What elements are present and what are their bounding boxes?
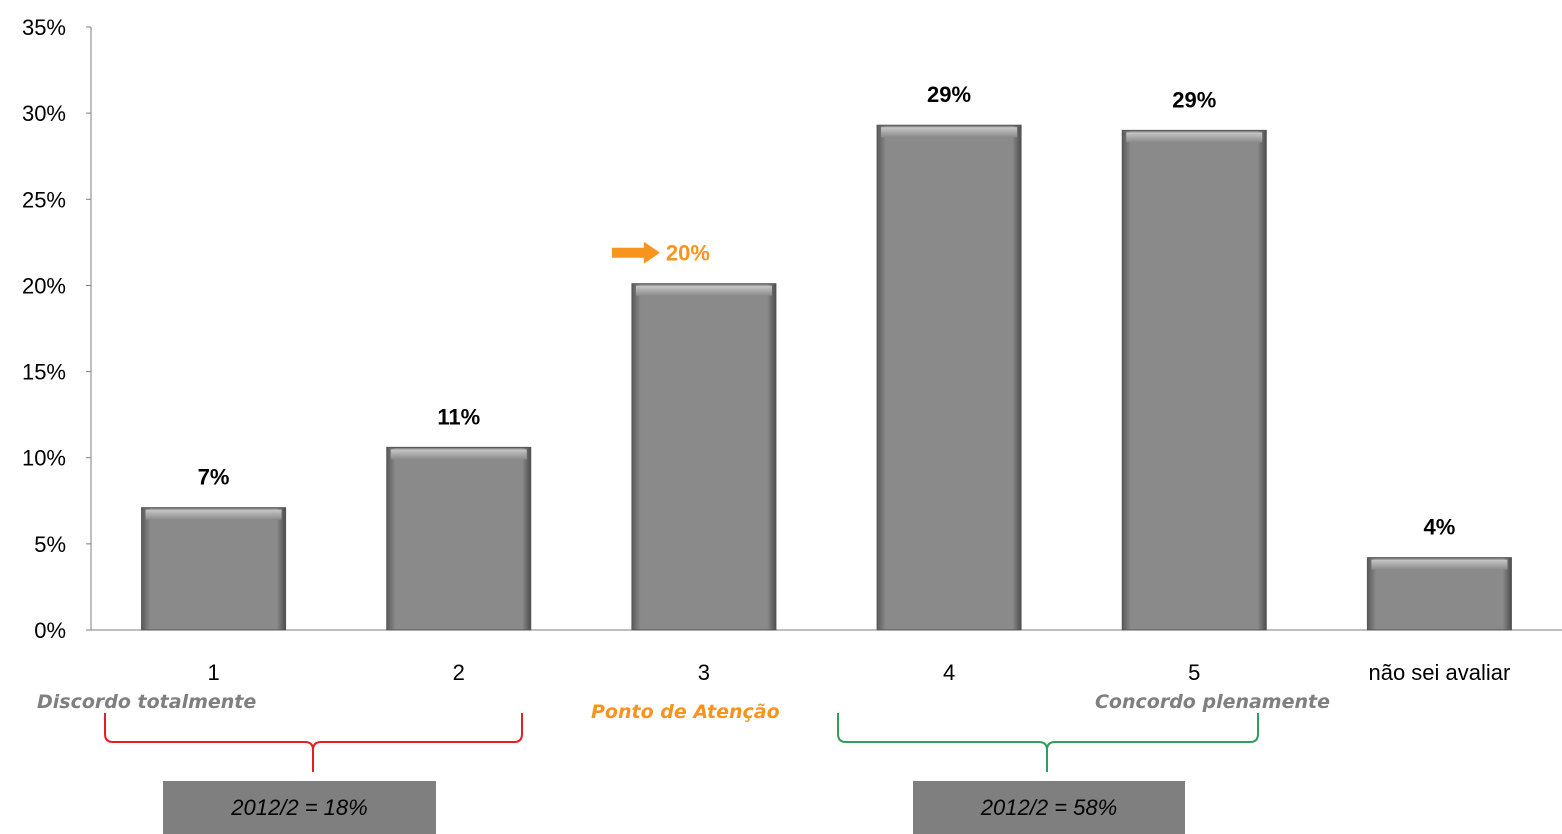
bar xyxy=(386,446,532,631)
bar-highlight xyxy=(1371,559,1508,570)
data-label: 7% xyxy=(198,465,230,490)
scale-high-label: Concordo plenamente xyxy=(1095,691,1330,713)
data-label: 4% xyxy=(1424,515,1456,540)
bar xyxy=(1121,129,1267,631)
y-tick-label: 15% xyxy=(22,360,66,385)
data-label: 20% xyxy=(666,241,710,266)
data-label: 11% xyxy=(437,404,480,429)
annotations: Discordo totalmente Ponto de Atenção Conco… xyxy=(37,691,1330,772)
y-tick-label: 25% xyxy=(22,187,66,212)
category-labels: 1 2 3 4 5 não sei avaliar xyxy=(207,660,1510,685)
data-label: 29% xyxy=(927,82,971,107)
data-labels: 7% 11% 20% 29% 29% 4% xyxy=(198,82,1456,539)
y-tick-label: 30% xyxy=(22,101,66,126)
positive-brace xyxy=(837,713,1259,772)
category-label: não sei avaliar xyxy=(1368,660,1510,685)
bar-highlight xyxy=(635,285,772,296)
y-tick-label: 0% xyxy=(34,618,66,643)
y-tick-label: 20% xyxy=(22,273,66,298)
bar-highlight xyxy=(390,449,527,460)
category-label: 3 xyxy=(698,660,710,685)
scale-low-label: Discordo totalmente xyxy=(37,691,256,713)
right-arrow-icon xyxy=(611,241,660,264)
category-label: 4 xyxy=(943,660,955,685)
axes: 0% 5% 10% 15% 20% 25% 30% 35% xyxy=(22,15,1562,643)
bars xyxy=(141,124,1512,631)
category-label: 1 xyxy=(207,660,219,685)
positive-summary-text: 2012/2 = 58% xyxy=(980,794,1118,820)
bar-highlight xyxy=(145,509,282,520)
y-tick-label: 5% xyxy=(34,532,66,557)
bar xyxy=(876,124,1022,631)
scale-mid-label: Ponto de Atenção xyxy=(591,701,780,723)
negative-brace xyxy=(104,713,523,772)
negative-summary-box: 2012/2 = 18% xyxy=(163,781,436,834)
y-tick-label: 35% xyxy=(22,15,66,40)
bar xyxy=(631,283,777,631)
positive-summary-box: 2012/2 = 58% xyxy=(913,781,1185,834)
negative-summary-text: 2012/2 = 18% xyxy=(231,794,368,820)
bar xyxy=(141,507,287,631)
category-label: 2 xyxy=(453,660,465,685)
bar-highlight xyxy=(881,127,1018,138)
category-label: 5 xyxy=(1188,660,1200,685)
bar-highlight xyxy=(1126,132,1263,143)
y-tick-label: 10% xyxy=(22,446,66,471)
bar xyxy=(1366,557,1512,631)
data-label: 29% xyxy=(1172,87,1216,112)
